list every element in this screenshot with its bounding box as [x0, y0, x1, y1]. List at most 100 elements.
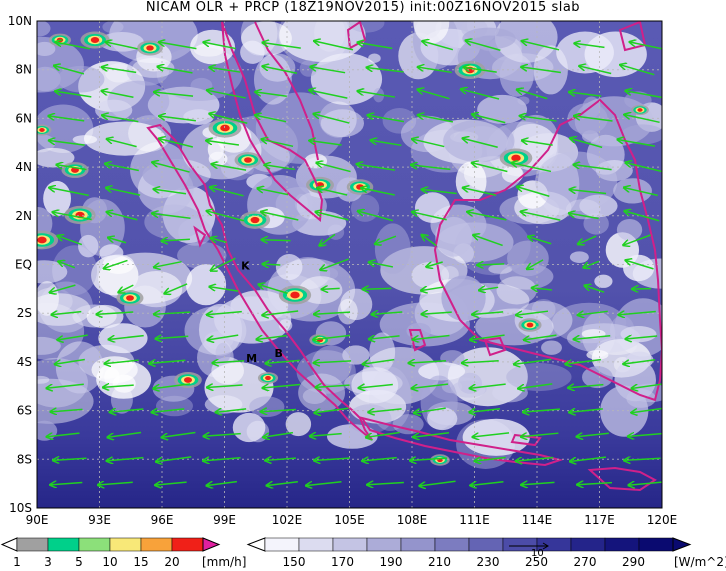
wind-vector	[577, 311, 608, 315]
wind-vector	[624, 188, 658, 197]
wind-vector	[265, 458, 296, 460]
wind-vector	[462, 188, 497, 197]
wind-vector	[262, 43, 301, 49]
coastline-small-1	[193, 225, 207, 248]
wind-vector	[472, 114, 506, 124]
cloud-patch	[98, 252, 193, 304]
wind-vector	[309, 90, 348, 99]
wind-vector	[469, 409, 501, 413]
wind-vector	[473, 235, 503, 247]
wind-vector	[519, 116, 557, 122]
wind-vector	[628, 433, 662, 436]
wind-vector	[314, 458, 350, 460]
lat-label: 4N	[15, 160, 32, 174]
lon-label: 105E	[334, 513, 365, 527]
wind-vector	[516, 310, 549, 315]
precip-cell	[90, 36, 100, 44]
cloud-patch	[374, 223, 411, 274]
olr-colorbar-tick: 150	[283, 555, 306, 569]
precip-cell	[56, 37, 64, 43]
olr-colorbar-tick: 230	[477, 555, 500, 569]
cloud-patch	[275, 253, 303, 281]
wind-vector	[628, 482, 662, 485]
wind-vector	[410, 458, 447, 460]
cloud-patch	[496, 276, 537, 305]
cloud-patch	[392, 414, 424, 435]
wind-vector	[153, 383, 191, 389]
coastline-borneo	[433, 98, 662, 402]
wind-vector	[158, 42, 197, 50]
wind-vector	[463, 67, 497, 73]
wind-vector	[522, 140, 553, 146]
precip-cell	[37, 236, 47, 244]
precip-colorbar: 1 3 5 10 15 20	[0, 537, 221, 569]
wind-vector	[624, 458, 661, 460]
wind-vector	[210, 238, 227, 243]
cloud-patch	[613, 178, 652, 204]
wind-vector	[156, 456, 192, 462]
wind-vector	[467, 212, 507, 221]
wind-vector	[470, 482, 504, 486]
wind-vector	[118, 284, 134, 292]
precip-colorbar-swatch	[109, 537, 142, 552]
wind-vector	[362, 358, 395, 365]
olr-colorbar-swatch	[434, 537, 470, 552]
wind-vector	[521, 433, 559, 437]
wind-vector	[161, 239, 190, 241]
wind-vector	[50, 482, 83, 484]
wind-vector	[625, 163, 662, 173]
olr-colorbar-swatch	[570, 537, 606, 552]
wind-vector	[261, 212, 299, 221]
olr-colorbar-end	[672, 537, 692, 552]
precip-colorbar-tick: 20	[164, 555, 179, 569]
coastline-bali	[587, 466, 657, 492]
wind-vector	[321, 288, 340, 289]
cloud-patch	[177, 242, 227, 269]
wind-vector	[569, 92, 602, 97]
precip-cell	[126, 295, 134, 301]
olr-unit-label: [W/m^2]	[674, 555, 726, 569]
wind-vector	[620, 65, 655, 76]
wind-vector	[155, 336, 189, 338]
lon-label: 93E	[88, 513, 111, 527]
wind-vector	[152, 213, 191, 220]
wind-vector	[412, 212, 447, 221]
cloud-patch	[37, 357, 88, 408]
cloud-patch	[501, 165, 524, 183]
wind-vector	[49, 284, 76, 292]
wind-vector	[53, 458, 87, 460]
cloud-patch	[621, 124, 662, 145]
wind-vector	[426, 261, 443, 267]
wind-vector	[309, 140, 342, 146]
wind-vector	[527, 259, 544, 269]
wind-vector	[210, 257, 236, 270]
map-marker-M: M	[246, 352, 257, 365]
cloud-patch	[569, 251, 589, 263]
wind-vector	[52, 212, 92, 221]
wind-vector	[515, 456, 554, 461]
wind-vector	[569, 189, 607, 195]
wind-vector	[421, 312, 452, 314]
map-marker-K: K	[241, 259, 250, 272]
olr-colorbar-tick: 270	[574, 555, 597, 569]
precip-unit-label: [mm/h]	[202, 555, 246, 569]
wind-vector	[255, 92, 287, 97]
wind-vector	[369, 336, 400, 339]
wind-vector	[421, 235, 437, 247]
cloud-patch	[99, 244, 124, 262]
olr-colorbar-swatch	[332, 537, 368, 552]
cloud-patch	[55, 341, 104, 394]
wind-vector	[203, 434, 241, 437]
lon-label: 111E	[459, 513, 490, 527]
wind-vector	[153, 189, 187, 195]
lat-label: 4S	[17, 355, 32, 369]
lat-label: EQ	[15, 258, 32, 272]
wind-vector	[55, 42, 90, 50]
wind-vector	[412, 334, 450, 340]
wind-vector	[521, 41, 560, 51]
wind-vector	[209, 287, 239, 292]
lat-label: 8N	[15, 63, 32, 77]
wind-vector	[417, 67, 452, 74]
cloud-patch	[320, 109, 364, 138]
